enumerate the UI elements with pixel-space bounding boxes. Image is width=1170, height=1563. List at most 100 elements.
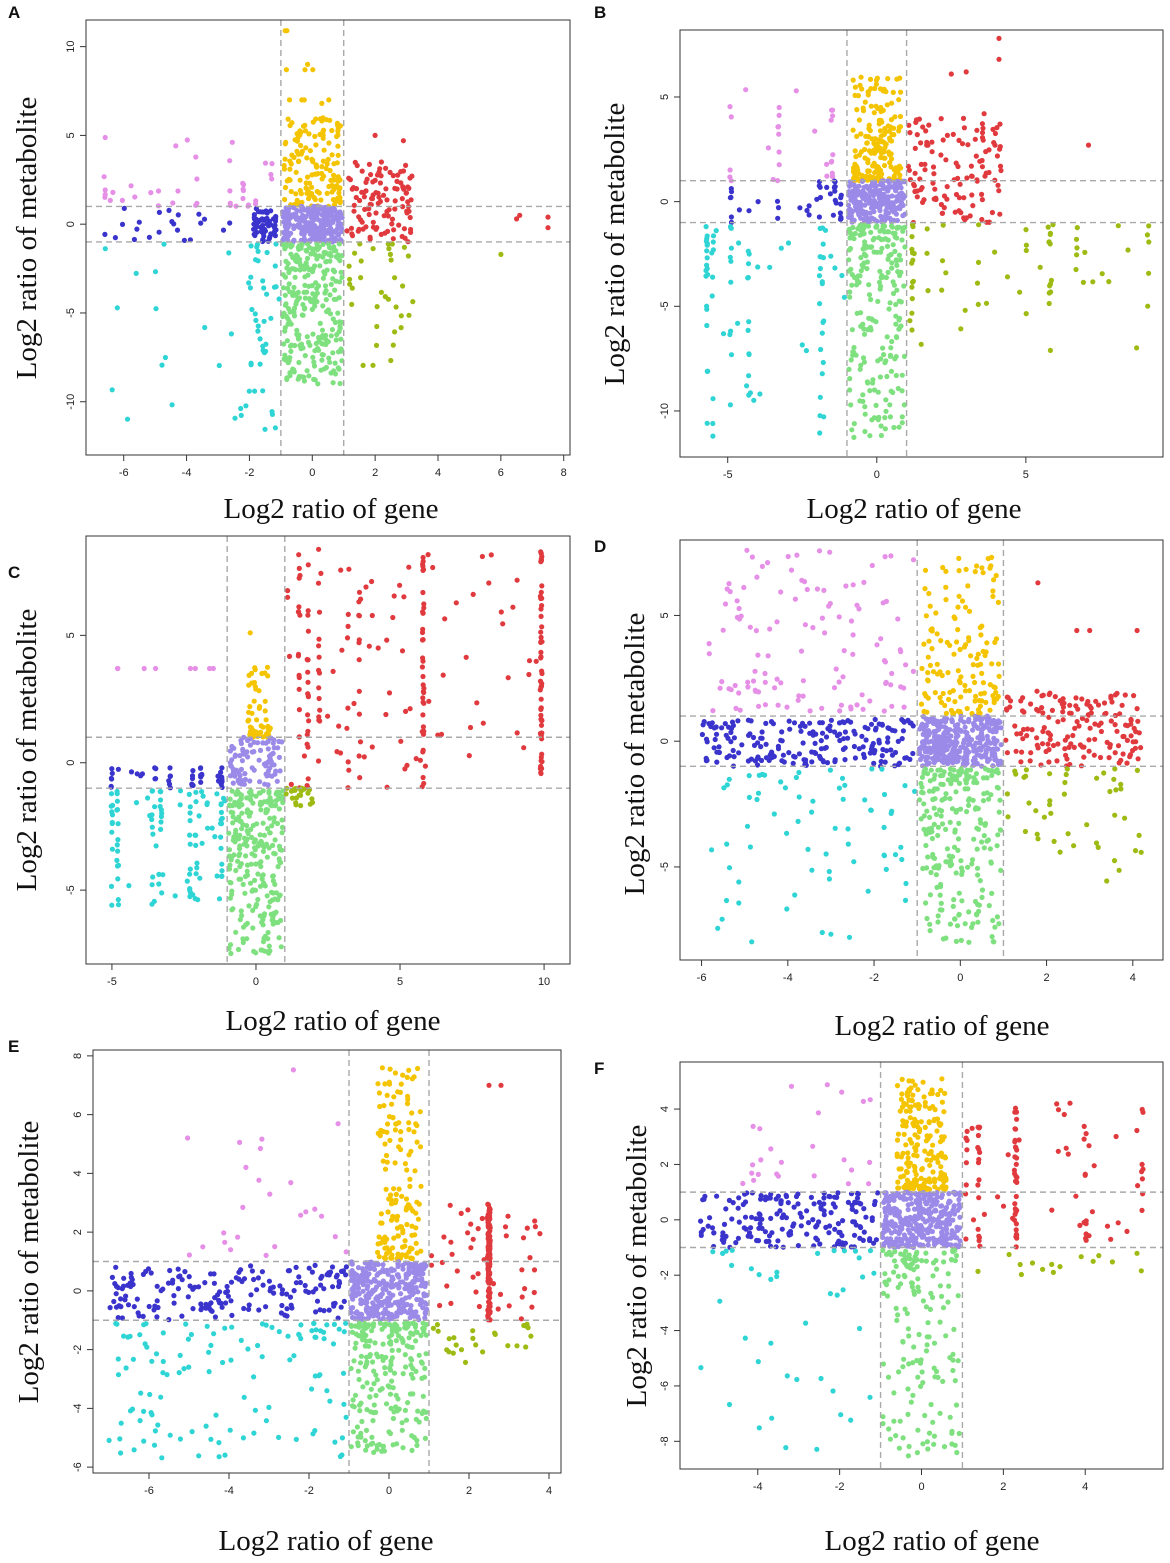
data-point (279, 1302, 285, 1309)
data-point (337, 194, 343, 201)
data-point (951, 897, 957, 903)
data-point (987, 846, 994, 852)
data-point (758, 735, 764, 741)
data-point (941, 193, 948, 199)
data-point (909, 310, 915, 316)
data-point (158, 826, 164, 833)
data-point (728, 729, 734, 736)
data-point (239, 810, 245, 816)
data-point (152, 804, 158, 810)
data-point (979, 164, 986, 170)
data-point (935, 824, 942, 830)
data-point (290, 1067, 296, 1073)
data-point (851, 859, 857, 865)
data-point (753, 628, 760, 634)
data-point (882, 415, 888, 421)
data-point (519, 1294, 525, 1300)
data-point (335, 1121, 341, 1127)
data-point (985, 837, 992, 843)
data-point (918, 816, 924, 822)
data-point (998, 827, 1004, 833)
data-point (318, 367, 324, 373)
data-point (133, 800, 140, 806)
data-point (1101, 770, 1107, 776)
data-point (115, 766, 121, 772)
data-point (955, 847, 961, 854)
data-point (1060, 717, 1066, 723)
data-point (797, 723, 804, 729)
data-point (975, 259, 982, 265)
data-point (200, 793, 206, 799)
panel-label: E (8, 1037, 19, 1056)
data-point (1113, 787, 1119, 793)
data-point (883, 680, 889, 687)
data-point (360, 1288, 366, 1294)
data-point (223, 1300, 229, 1306)
data-point (746, 351, 752, 357)
data-point (264, 249, 270, 256)
data-point (267, 830, 273, 836)
data-point (877, 268, 883, 274)
data-point (1028, 750, 1034, 756)
data-point (332, 1234, 338, 1240)
data-point (933, 195, 939, 201)
data-point (369, 196, 375, 202)
data-point (822, 227, 829, 233)
data-point (173, 143, 179, 149)
data-point (414, 1139, 420, 1145)
data-point (859, 692, 865, 698)
data-point (893, 354, 899, 360)
data-point (932, 690, 938, 696)
data-point (736, 207, 743, 213)
data-point (878, 249, 884, 255)
data-point (879, 227, 885, 233)
data-point (792, 754, 798, 760)
data-point (831, 685, 838, 691)
data-point (1052, 694, 1058, 700)
data-point (964, 767, 970, 774)
data-point (979, 670, 985, 677)
data-point (970, 797, 976, 803)
data-point (187, 832, 193, 838)
data-point (296, 552, 302, 558)
data-point (888, 747, 894, 753)
data-point (880, 196, 886, 202)
data-point (338, 567, 344, 573)
data-point (1134, 706, 1140, 712)
data-point (932, 772, 938, 778)
data-point (331, 237, 337, 243)
x-tick-label: 5 (397, 976, 403, 988)
data-point (858, 268, 864, 274)
data-point (261, 285, 267, 291)
data-point (408, 1255, 414, 1261)
data-point (1118, 781, 1124, 788)
data-point (228, 857, 234, 863)
data-point (229, 139, 235, 145)
data-point (989, 890, 995, 897)
data-point (791, 720, 798, 726)
data-point (177, 788, 184, 794)
data-point (1120, 733, 1126, 740)
data-point (1035, 745, 1041, 751)
data-point (938, 813, 944, 819)
data-point (939, 821, 946, 827)
data-point (413, 1240, 419, 1246)
data-point (886, 306, 892, 312)
data-point (486, 1299, 492, 1305)
data-point (229, 788, 235, 794)
data-point (919, 753, 926, 760)
data-point (324, 1272, 330, 1278)
data-point (349, 231, 355, 237)
data-point (710, 274, 716, 280)
data-point (184, 878, 190, 884)
data-point (264, 854, 270, 860)
data-point (862, 411, 868, 417)
data-point (824, 173, 830, 179)
data-point (866, 125, 872, 132)
data-point (298, 151, 304, 157)
data-point (302, 128, 309, 134)
data-point (420, 567, 426, 574)
data-point (850, 582, 856, 588)
data-point (704, 248, 710, 254)
data-point (402, 235, 408, 241)
